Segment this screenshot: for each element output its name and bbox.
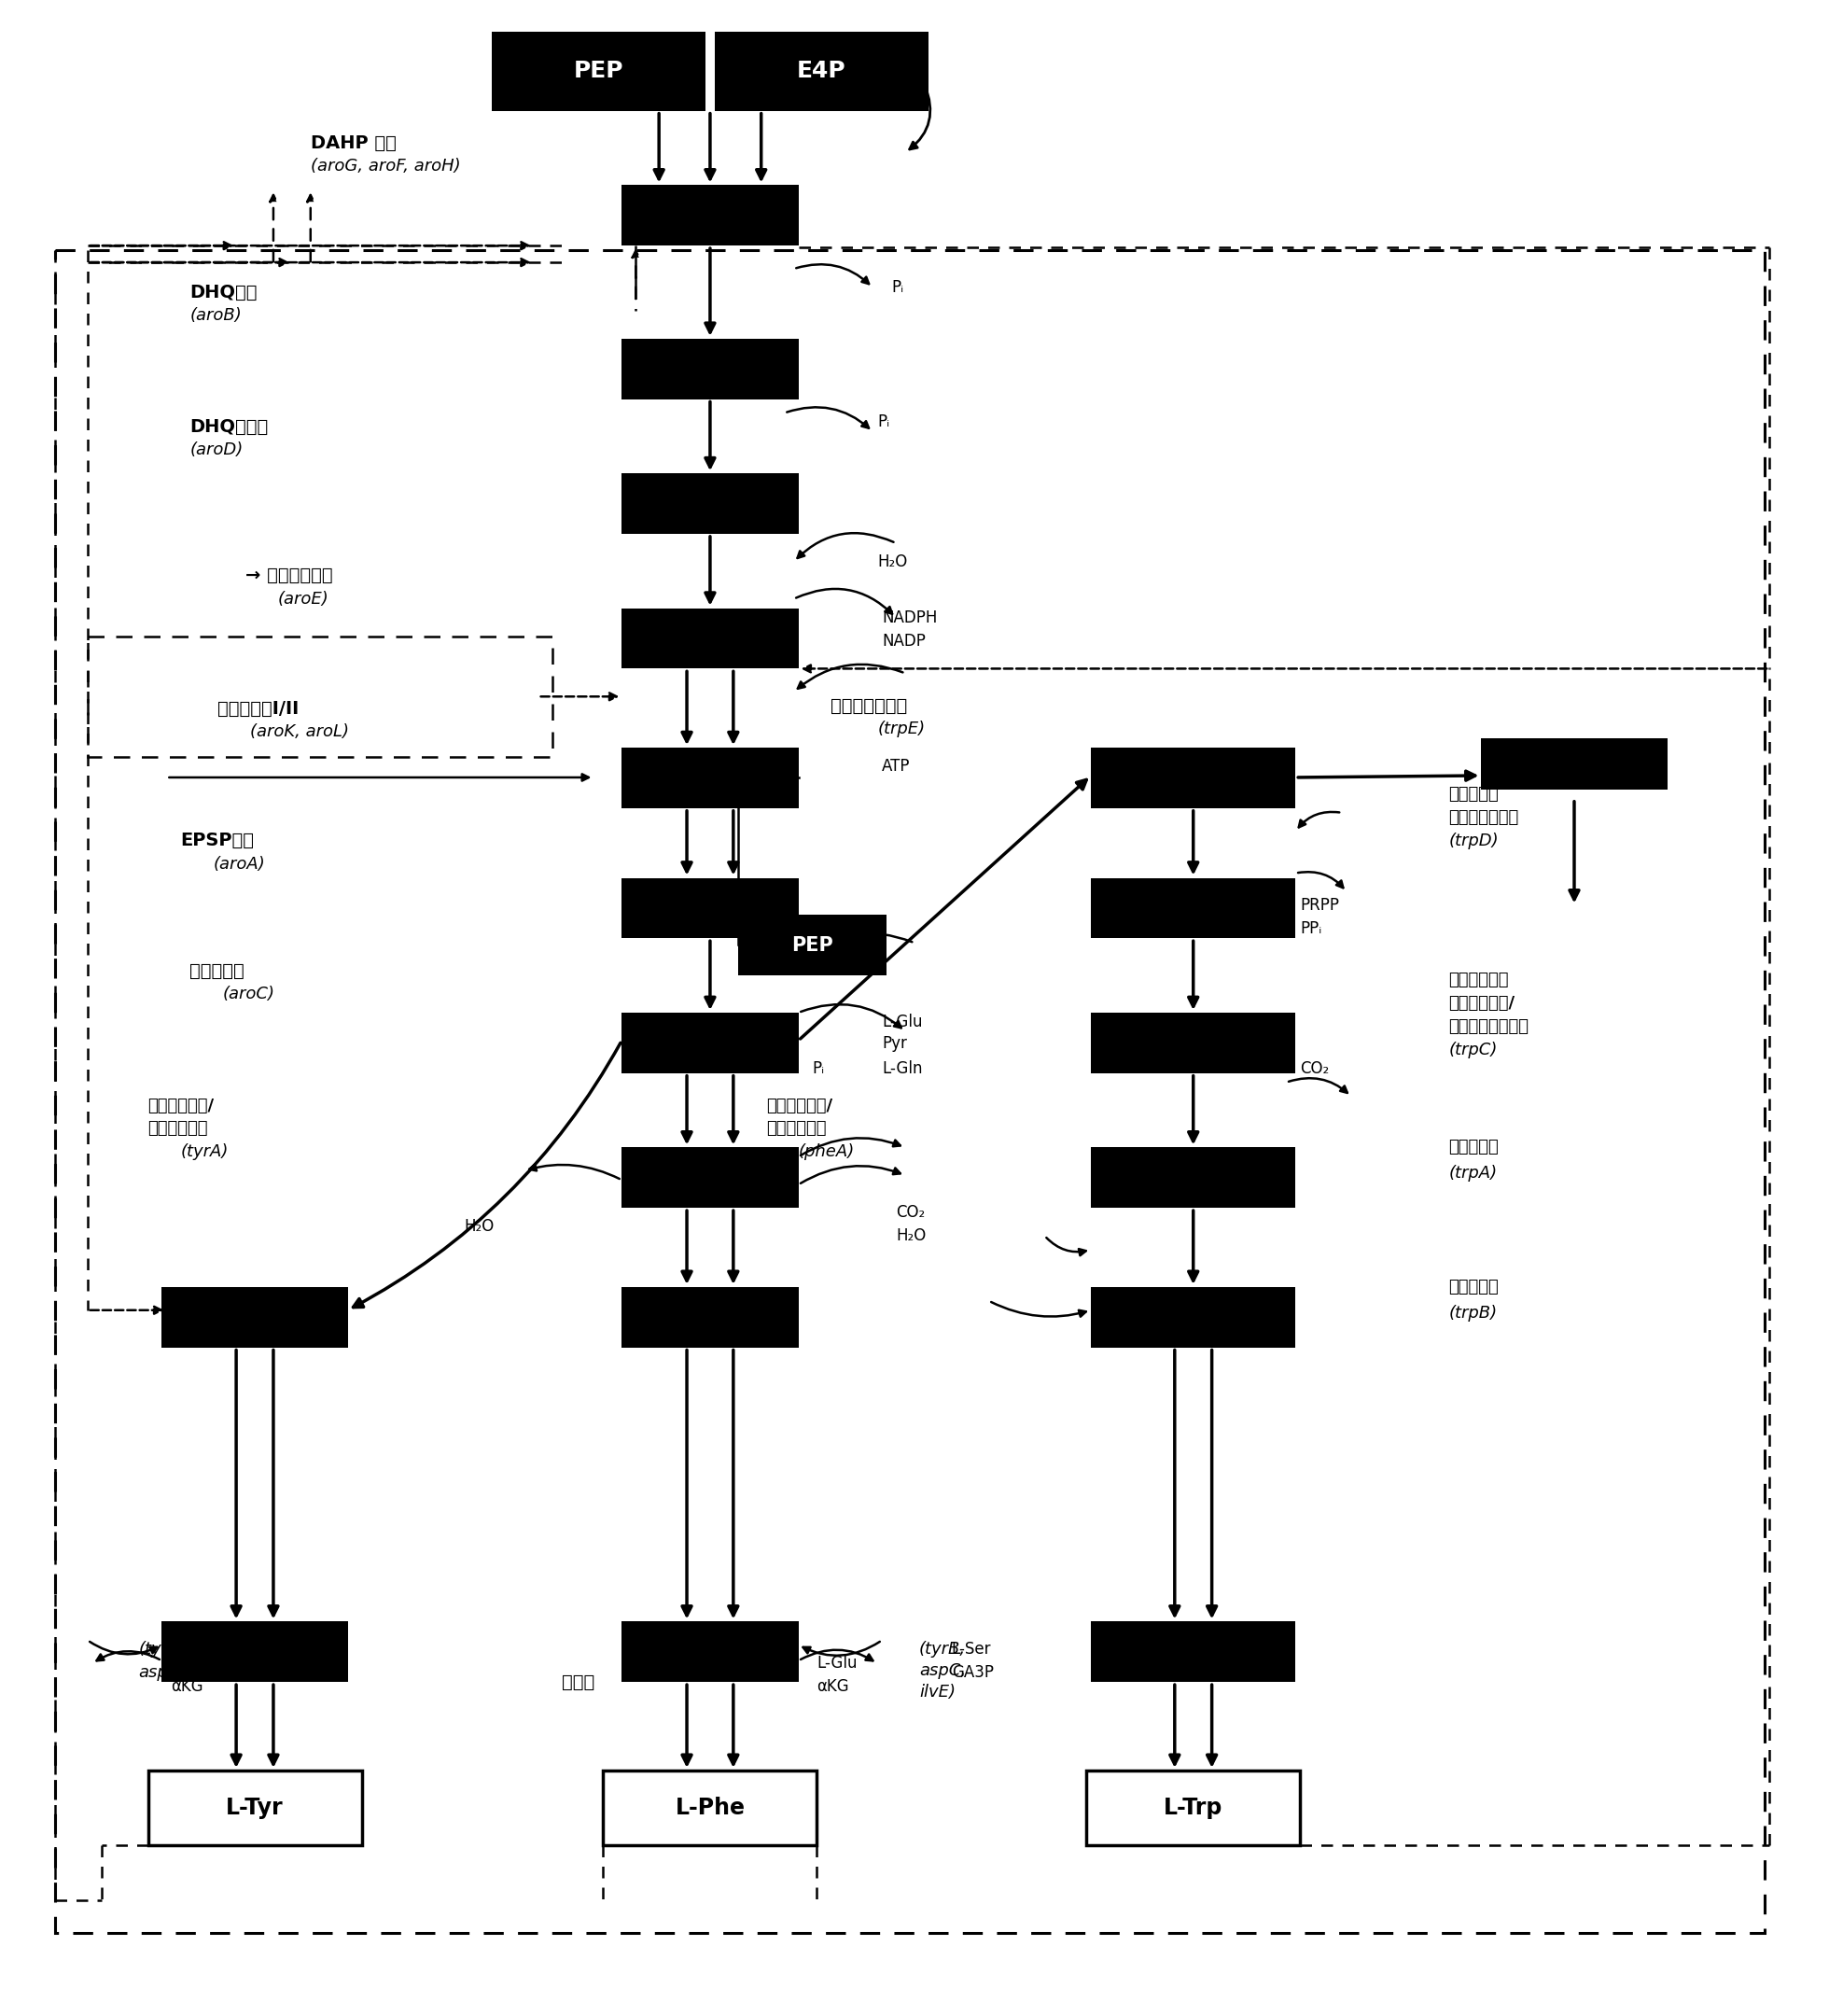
Text: L-Glu: L-Glu xyxy=(818,1655,858,1671)
Bar xyxy=(622,748,797,808)
Bar xyxy=(622,877,797,937)
Bar xyxy=(1092,1621,1295,1681)
Text: 预苯酸脱水酶: 预苯酸脱水酶 xyxy=(148,1121,209,1137)
Text: (aroC): (aroC) xyxy=(223,986,274,1002)
Text: L-Trp: L-Trp xyxy=(1163,1796,1224,1818)
Text: PEP: PEP xyxy=(574,60,624,83)
Text: ATP: ATP xyxy=(882,758,911,774)
Text: 吲哚甘油磷酸合酶: 吲哚甘油磷酸合酶 xyxy=(1449,1018,1529,1034)
Bar xyxy=(622,1286,797,1347)
Text: L-Gln: L-Gln xyxy=(882,1060,922,1077)
Text: L-Ser: L-Ser xyxy=(951,1641,991,1657)
Bar xyxy=(622,1147,797,1208)
Text: L-Glu: L-Glu xyxy=(882,1014,922,1030)
Text: 分支酸变位酶/: 分支酸变位酶/ xyxy=(766,1097,832,1115)
Text: 转氨酶: 转氨酶 xyxy=(562,1673,594,1691)
Bar xyxy=(622,1621,797,1681)
Bar xyxy=(1092,748,1295,808)
Text: αKG: αKG xyxy=(172,1677,203,1695)
Text: DHQ脱水酶: DHQ脱水酶 xyxy=(190,417,269,435)
Text: E4P: E4P xyxy=(797,60,847,83)
Bar xyxy=(622,185,797,246)
Text: Pᵢ: Pᵢ xyxy=(812,1060,825,1077)
Text: (trpC): (trpC) xyxy=(1449,1042,1498,1058)
Bar xyxy=(604,1770,818,1845)
Text: (aroE): (aroE) xyxy=(278,591,329,607)
Bar xyxy=(737,915,887,976)
Text: PEP: PEP xyxy=(792,935,834,956)
Text: Pᵢ: Pᵢ xyxy=(891,278,904,296)
Text: 色氨酸合酶: 色氨酸合酶 xyxy=(1449,1139,1500,1155)
Bar xyxy=(1092,877,1295,937)
Text: 分支酸变位酶/: 分支酸变位酶/ xyxy=(148,1097,214,1115)
Text: aspC,: aspC, xyxy=(920,1663,966,1679)
Bar xyxy=(622,1012,797,1073)
Text: H₂O: H₂O xyxy=(878,552,907,571)
Bar xyxy=(1092,1147,1295,1208)
Text: 氨基苯甲酸: 氨基苯甲酸 xyxy=(1449,786,1500,802)
Text: aspC): aspC) xyxy=(139,1665,187,1681)
Bar xyxy=(492,32,706,111)
Text: (trpA): (trpA) xyxy=(1449,1165,1498,1181)
Bar xyxy=(622,339,797,399)
Text: Pᵢ: Pᵢ xyxy=(878,413,889,431)
Text: 苯甲酸异构酶/: 苯甲酸异构酶/ xyxy=(1449,996,1514,1012)
Text: (aroD): (aroD) xyxy=(190,442,243,458)
Text: (aroG, aroF, aroH): (aroG, aroF, aroH) xyxy=(311,157,461,175)
Text: (aroA): (aroA) xyxy=(212,855,265,873)
Text: 莽草酸激酶I/II: 莽草酸激酶I/II xyxy=(218,700,298,718)
Text: 氨基苯甲酸合酶: 氨基苯甲酸合酶 xyxy=(830,698,907,716)
Text: H₂O: H₂O xyxy=(465,1218,494,1236)
Text: L-Tyr: L-Tyr xyxy=(227,1796,283,1818)
Text: PRPP: PRPP xyxy=(1300,897,1339,913)
Text: NADP: NADP xyxy=(882,633,925,649)
Text: NADPH: NADPH xyxy=(882,609,938,625)
Text: (tyrB,: (tyrB, xyxy=(920,1641,966,1657)
Bar xyxy=(1092,1286,1295,1347)
Text: → 莽草酸脱氢酶: → 莽草酸脱氢酶 xyxy=(245,566,333,585)
Text: (tyrA): (tyrA) xyxy=(181,1143,229,1161)
Text: (aroK, aroL): (aroK, aroL) xyxy=(251,724,349,740)
Bar xyxy=(148,1770,362,1845)
Text: (aroB): (aroB) xyxy=(190,306,241,325)
Text: CO₂: CO₂ xyxy=(1300,1060,1330,1077)
Text: DHQ合酶: DHQ合酶 xyxy=(190,282,258,300)
Text: L-Phe: L-Phe xyxy=(675,1796,744,1818)
Text: EPSP合酶: EPSP合酶 xyxy=(181,833,254,849)
Bar xyxy=(1481,738,1668,790)
Text: 预苯酸脱水酶: 预苯酸脱水酶 xyxy=(766,1121,827,1137)
Bar xyxy=(622,609,797,669)
Text: (pheA): (pheA) xyxy=(797,1143,854,1161)
Text: L-Glu: L-Glu xyxy=(172,1655,212,1671)
Bar xyxy=(1092,1012,1295,1073)
Bar xyxy=(622,474,797,534)
Text: (trpD): (trpD) xyxy=(1449,833,1498,849)
Text: (trpE): (trpE) xyxy=(878,720,925,738)
Bar xyxy=(161,1286,348,1347)
Text: 磷酸核糖氨基: 磷酸核糖氨基 xyxy=(1449,972,1509,988)
Text: (tyrB,: (tyrB, xyxy=(139,1641,185,1657)
Text: CO₂: CO₂ xyxy=(896,1204,925,1222)
Bar xyxy=(1086,1770,1300,1845)
Text: ilvE): ilvE) xyxy=(920,1683,955,1702)
Text: DAHP 合酶: DAHP 合酶 xyxy=(311,135,397,153)
Bar xyxy=(715,32,929,111)
Text: PPᵢ: PPᵢ xyxy=(1300,921,1322,937)
Text: 磷酸核糖转移酶: 磷酸核糖转移酶 xyxy=(1449,808,1520,827)
Text: 分支酸合酶: 分支酸合酶 xyxy=(190,962,245,980)
Text: GA3P: GA3P xyxy=(951,1665,993,1681)
Text: H₂O: H₂O xyxy=(896,1228,925,1244)
Bar xyxy=(161,1621,348,1681)
Text: αKG: αKG xyxy=(818,1677,849,1695)
Text: Pyr: Pyr xyxy=(882,1034,907,1052)
Text: 色氨酸合酶: 色氨酸合酶 xyxy=(1449,1278,1500,1296)
Text: (trpB): (trpB) xyxy=(1449,1304,1498,1320)
